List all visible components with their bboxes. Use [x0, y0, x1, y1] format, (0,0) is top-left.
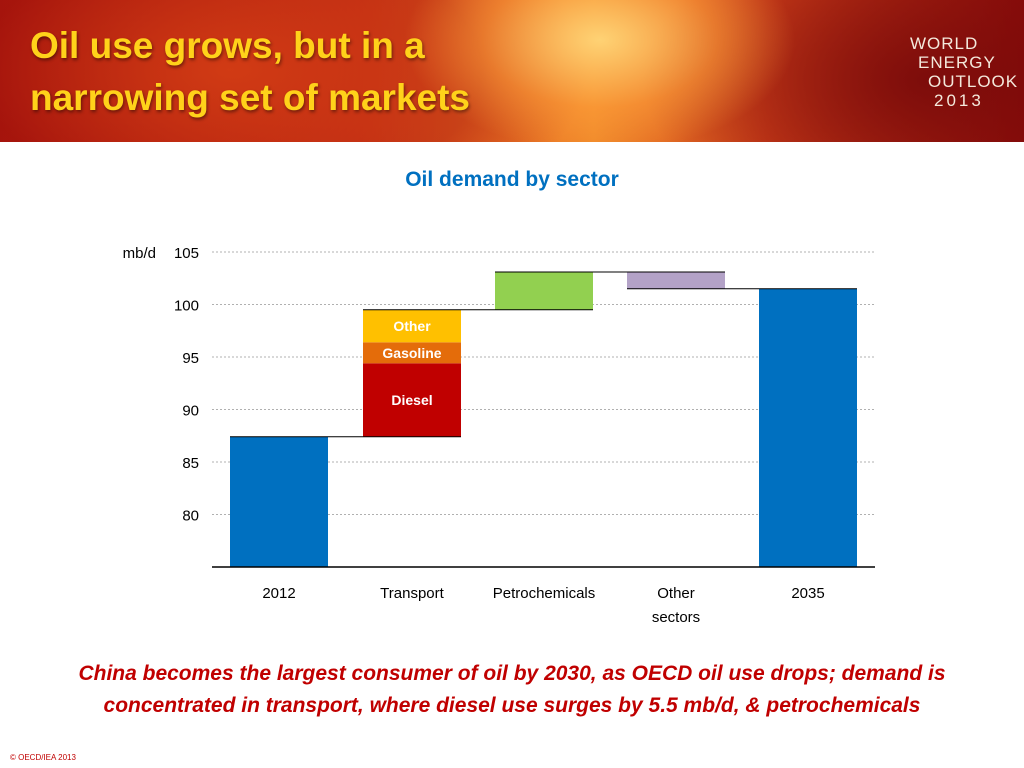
x-tick-label: Petrochemicals [493, 585, 596, 602]
y-tick-label: 105 [174, 245, 199, 262]
segment-label: Diesel [391, 392, 432, 408]
slide-caption: China becomes the largest consumer of oi… [0, 658, 1024, 722]
caption-line1: China becomes the largest consumer of oi… [78, 662, 946, 685]
bar-segment-gasoline [363, 342, 461, 364]
bar [759, 288, 857, 567]
y-tick-label: 90 [182, 403, 199, 420]
segment-label: Gasoline [382, 345, 441, 361]
bar-segment-diesel [363, 363, 461, 437]
weo-logo: WORLD ENERGY OUTLOOK 2013 [902, 34, 1017, 124]
waterfall-chart: 80 85 90 95 100 105 mb/d Diesel Gasoline Other 201… [123, 245, 875, 626]
y-tick-label: 100 [174, 298, 199, 315]
x-tick-label: 2012 [262, 585, 295, 602]
slide-title: Oil use grows, but in a narrowing set of… [30, 20, 590, 124]
y-tick-label: 80 [182, 508, 199, 525]
bar [495, 271, 593, 310]
x-tick-label: Other sectors [652, 585, 700, 626]
logo-line-world: WORLD [910, 34, 979, 53]
header-banner: Oil use grows, but in a narrowing set of… [0, 0, 1024, 142]
y-axis-unit-label: mb/d [123, 245, 156, 262]
logo-line-energy: ENERGY [918, 53, 996, 72]
chart-title: Oil demand by sector [405, 168, 619, 191]
segment-label: Other [393, 318, 431, 334]
caption-line2: concentrated in transport, where diesel … [103, 694, 921, 717]
bar [230, 436, 328, 567]
slide-title-line1: Oil use grows, but in a [30, 25, 425, 66]
y-tick-label: 95 [182, 350, 199, 367]
bar-segment-other [363, 309, 461, 343]
x-tick-label: 2035 [791, 585, 824, 602]
copyright-notice: © OECD/IEA 2013 [10, 753, 76, 762]
y-tick-label: 85 [182, 455, 199, 472]
bar [627, 271, 725, 289]
logo-line-year: 2013 [934, 91, 984, 110]
slide-title-line2: narrowing set of markets [30, 77, 471, 118]
x-tick-label: Transport [380, 585, 444, 602]
logo-line-outlook: OUTLOOK [928, 72, 1019, 91]
